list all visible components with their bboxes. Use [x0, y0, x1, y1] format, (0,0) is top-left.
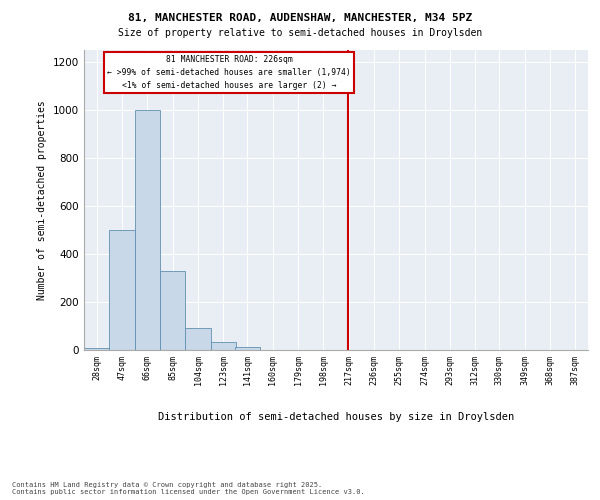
Bar	[84, 348, 109, 350]
Y-axis label: Number of semi-detached properties: Number of semi-detached properties	[37, 100, 47, 300]
Text: 81, MANCHESTER ROAD, AUDENSHAW, MANCHESTER, M34 5PZ: 81, MANCHESTER ROAD, AUDENSHAW, MANCHEST…	[128, 12, 472, 22]
Bar	[235, 347, 260, 350]
Text: Size of property relative to semi-detached houses in Droylsden: Size of property relative to semi-detach…	[118, 28, 482, 38]
Bar	[185, 328, 211, 350]
Bar	[160, 271, 185, 350]
Text: Distribution of semi-detached houses by size in Droylsden: Distribution of semi-detached houses by …	[158, 412, 514, 422]
Text: 81 MANCHESTER ROAD: 226sqm
← >99% of semi-detached houses are smaller (1,974)
<1: 81 MANCHESTER ROAD: 226sqm ← >99% of sem…	[107, 55, 351, 90]
Bar	[211, 342, 236, 350]
Bar	[109, 230, 134, 350]
Bar	[134, 110, 160, 350]
Text: Contains HM Land Registry data © Crown copyright and database right 2025.
Contai: Contains HM Land Registry data © Crown c…	[12, 482, 365, 495]
